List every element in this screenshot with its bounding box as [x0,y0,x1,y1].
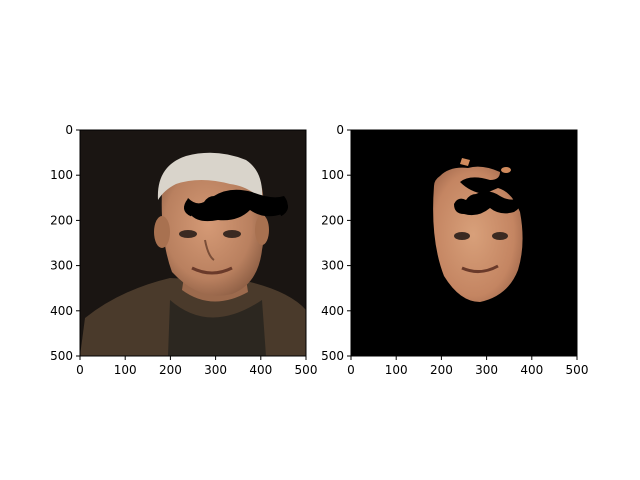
x-tick-label: 400 [249,363,272,377]
right-image-panel [351,130,577,356]
y-tick-label: 200 [321,213,344,227]
right-eye [492,232,508,240]
x-tick-label: 300 [204,363,227,377]
x-tick-label: 100 [114,363,137,377]
y-tick-label: 400 [321,304,344,318]
right-ear [255,215,269,245]
y-tick-label: 400 [50,304,73,318]
x-tick-label: 200 [159,363,182,377]
x-tick-label: 0 [76,363,84,377]
left-eye [179,230,197,238]
left-ear [154,216,170,248]
y-tick-label: 0 [65,123,73,137]
right-eye [223,230,241,238]
x-tick-label: 100 [385,363,408,377]
left-eye [454,232,470,240]
y-tick-label: 100 [321,168,344,182]
y-tick-label: 500 [321,349,344,363]
x-tick-label: 400 [520,363,543,377]
x-tick-label: 300 [475,363,498,377]
y-tick-label: 300 [50,259,73,273]
y-tick-label: 0 [336,123,344,137]
y-tick-label: 100 [50,168,73,182]
y-tick-label: 500 [50,349,73,363]
skin-fragment-small [501,167,511,173]
x-tick-label: 200 [430,363,453,377]
left-image-panel [80,130,306,356]
x-tick-label: 500 [295,363,318,377]
y-tick-label: 300 [321,259,344,273]
x-tick-label: 0 [347,363,355,377]
x-tick-label: 500 [566,363,589,377]
y-tick-label: 200 [50,213,73,227]
